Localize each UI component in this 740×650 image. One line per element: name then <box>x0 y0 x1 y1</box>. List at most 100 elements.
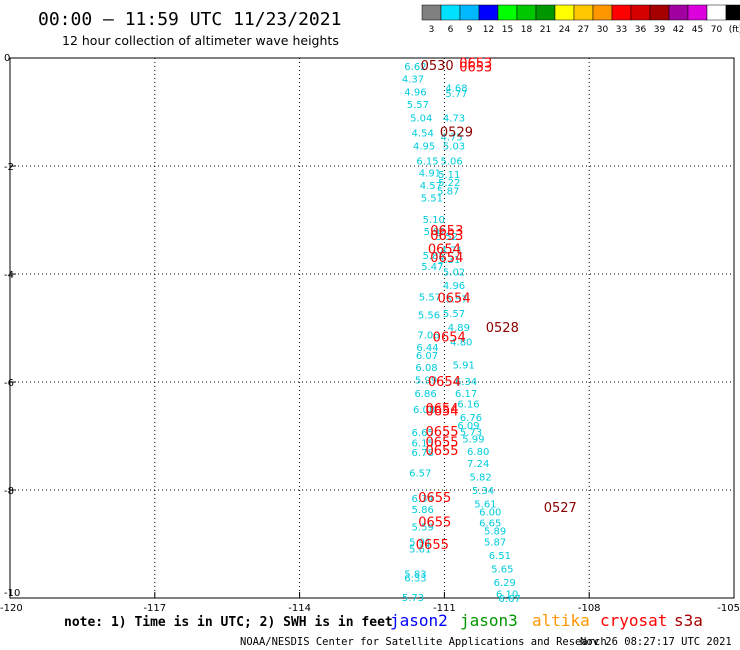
satellite-name-altika: altika <box>532 611 590 630</box>
satellite-name-jason2: jason2 <box>390 611 448 630</box>
wave-height-label: 6.80 <box>467 447 489 458</box>
wave-height-label: 4.75 <box>441 132 463 143</box>
wave-height-label: 5.85 <box>423 251 445 262</box>
plot-frame <box>9 57 735 599</box>
time-label: 0655 <box>416 538 449 553</box>
colorbar-label: 21 <box>540 25 551 35</box>
wave-height-label: 6.65 <box>479 518 501 529</box>
wave-height-label: 5.34 <box>472 486 494 497</box>
time-label: 0653 <box>430 229 463 244</box>
time-label: 0654 <box>425 405 458 420</box>
y-tick-label: -6 <box>4 378 14 389</box>
x-tick-label: -114 <box>288 603 311 614</box>
chart-title: 00:00 – 11:59 UTC 11/23/2021 <box>38 9 341 30</box>
wave-height-label: 5.99 <box>415 375 437 386</box>
wave-height-label: 5.73 <box>402 593 424 604</box>
colorbar-label: 24 <box>559 25 571 35</box>
wave-height-label: 6.15 <box>416 157 438 168</box>
x-tick-label: -111 <box>433 603 456 614</box>
wave-height-label: 5.91 <box>409 537 431 548</box>
chart-subtitle: 12 hour collection of altimeter wave hei… <box>62 33 339 48</box>
wave-height-label: 5.02 <box>443 267 465 278</box>
wave-height-label: 6.08 <box>415 363 437 374</box>
wave-height-label: 4.68 <box>445 84 467 95</box>
satellite-name-jason3: jason3 <box>460 611 518 630</box>
time-label: 0653 <box>459 61 492 76</box>
wave-height-label: 5.51 <box>421 193 443 204</box>
wave-height-label: 5.87 <box>484 537 506 548</box>
wave-height-label: 6.78 <box>412 448 434 459</box>
wave-height-label: 7.24 <box>467 459 489 470</box>
data-points: 6.624.374.965.575.044.544.956.154.914.57… <box>402 56 577 605</box>
wave-height-label: 6.17 <box>455 389 477 400</box>
wave-height-label: 4.89 <box>448 323 470 334</box>
wave-height-label: 4.96 <box>404 87 426 98</box>
colorbar-swatch <box>421 4 442 21</box>
colorbar-label: (ft) <box>729 25 740 35</box>
satellite-name-s3a: s3a <box>674 611 703 630</box>
wave-height-label: 5.10 <box>423 215 445 226</box>
wave-height-label: 5.83 <box>404 570 426 581</box>
wave-height-label: 4.71 <box>441 246 463 257</box>
colorbar-swatch <box>630 4 651 21</box>
colorbar-label: 42 <box>673 25 684 35</box>
wave-height-label: 6.57 <box>409 469 431 480</box>
time-label: 0654 <box>438 291 471 306</box>
colorbar-label: 6 <box>448 25 454 35</box>
wave-height-label: 5.87 <box>437 186 459 197</box>
time-label: 0654 <box>428 243 461 258</box>
wave-height-label: 4.96 <box>443 281 465 292</box>
time-label: 0653 <box>430 224 463 239</box>
y-tick-label: -10 <box>4 588 20 599</box>
wave-height-label: 4.95 <box>413 141 435 152</box>
time-label: 0654 <box>425 402 458 417</box>
wave-height-label: 6.15 <box>412 438 434 449</box>
colorbar-swatch <box>459 4 480 21</box>
wave-height-label: 5.91 <box>453 361 475 372</box>
colorbar-swatch <box>497 4 518 21</box>
wave-height-label: 6.34 <box>412 494 434 505</box>
wave-height-label: 6.00 <box>479 508 501 519</box>
time-label: 0655 <box>425 425 458 440</box>
time-label: 0527 <box>544 501 577 516</box>
wave-height-label: 5.04 <box>410 113 432 124</box>
wave-height-label: 6.86 <box>414 389 436 400</box>
time-label: 0655 <box>418 491 451 506</box>
y-axis-ticks: 0 -2 -4 -6 -8 -10 <box>4 53 20 599</box>
colorbar-swatch <box>687 4 708 21</box>
wave-height-label: 4.37 <box>402 75 424 86</box>
x-tick-label: -120 <box>0 603 23 614</box>
time-label: 0655 <box>425 444 458 459</box>
wave-height-label: 5.61 <box>474 500 496 511</box>
wave-height-label: 5.99 <box>462 435 484 446</box>
wave-height-label: 5.65 <box>491 564 513 575</box>
wave-height-label: 6.29 <box>494 578 516 589</box>
colorbar-label: 3 <box>429 25 435 35</box>
wave-height-label: 4.80 <box>450 338 472 349</box>
wave-height-label: 6.07 <box>416 351 438 362</box>
colorbar-swatch <box>478 4 499 21</box>
time-label: 0655 <box>425 435 458 450</box>
time-label: 0654 <box>433 331 466 346</box>
wave-height-label: 5.57 <box>443 309 465 320</box>
wave-height-label: 6.62 <box>404 62 426 73</box>
colorbar-swatch <box>592 4 613 21</box>
wave-height-label: 5.57 <box>419 293 441 304</box>
colorbar-label: 27 <box>578 25 589 35</box>
colorbar-label: 33 <box>616 25 627 35</box>
colorbar-label: 45 <box>692 25 703 35</box>
wave-height-label: 5.77 <box>445 89 467 100</box>
wave-height-label: 5.03 <box>443 141 465 152</box>
y-tick-label: 0 <box>4 53 10 64</box>
footer-credit: NOAA/NESDIS Center for Satellite Applica… <box>240 636 607 648</box>
y-tick-label: -8 <box>4 486 14 497</box>
wave-height-label: 5.61 <box>409 544 431 555</box>
footer-timestamp: Nov 26 08:27:17 UTC 2021 <box>580 636 732 648</box>
wave-height-label: 5.56 <box>418 311 440 322</box>
colorbar-swatch <box>516 4 537 21</box>
footer-note: note: 1) Time is in UTC; 2) SWH is in fe… <box>64 615 393 630</box>
time-label: 0529 <box>440 126 473 141</box>
colorbar-label: 39 <box>654 25 666 35</box>
colorbar-swatch <box>649 4 670 21</box>
